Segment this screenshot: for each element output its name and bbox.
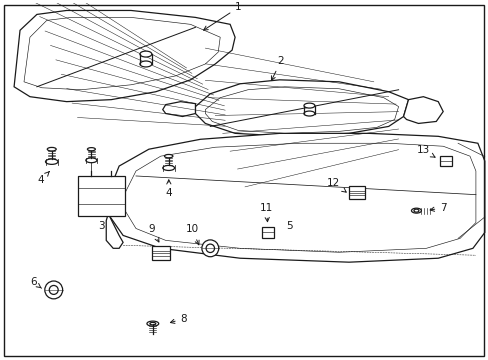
Ellipse shape — [140, 51, 152, 57]
Text: 7: 7 — [429, 203, 446, 213]
Bar — [439, 156, 451, 166]
Bar — [261, 227, 273, 238]
Ellipse shape — [164, 154, 173, 158]
Text: 3: 3 — [98, 221, 104, 230]
Text: 4: 4 — [38, 171, 49, 185]
Ellipse shape — [47, 148, 56, 151]
Polygon shape — [109, 133, 484, 262]
Text: 6: 6 — [30, 277, 41, 288]
Ellipse shape — [304, 111, 314, 116]
Circle shape — [205, 244, 214, 252]
Text: 10: 10 — [185, 224, 199, 245]
Bar — [78, 176, 125, 216]
Circle shape — [202, 240, 218, 257]
Ellipse shape — [140, 61, 152, 67]
Ellipse shape — [304, 103, 314, 108]
Text: 8: 8 — [170, 314, 187, 324]
Polygon shape — [14, 10, 235, 102]
Circle shape — [45, 281, 62, 299]
Text: 12: 12 — [326, 178, 346, 192]
Ellipse shape — [87, 148, 95, 151]
Text: 13: 13 — [416, 145, 434, 157]
Ellipse shape — [163, 165, 174, 171]
Ellipse shape — [86, 158, 97, 163]
Circle shape — [49, 285, 58, 294]
Ellipse shape — [150, 322, 156, 325]
Polygon shape — [195, 80, 407, 136]
Ellipse shape — [413, 209, 418, 212]
Text: 4: 4 — [165, 180, 172, 198]
Polygon shape — [163, 102, 195, 117]
Text: 1: 1 — [203, 3, 241, 30]
Ellipse shape — [45, 159, 58, 165]
Ellipse shape — [410, 208, 421, 213]
Text: 9: 9 — [148, 224, 159, 242]
Bar — [348, 186, 365, 199]
Text: 11: 11 — [259, 203, 273, 222]
Text: 5: 5 — [285, 221, 292, 230]
Polygon shape — [106, 191, 123, 248]
Text: 2: 2 — [271, 56, 284, 80]
Ellipse shape — [146, 321, 159, 326]
Polygon shape — [403, 97, 442, 123]
Bar — [152, 246, 169, 260]
